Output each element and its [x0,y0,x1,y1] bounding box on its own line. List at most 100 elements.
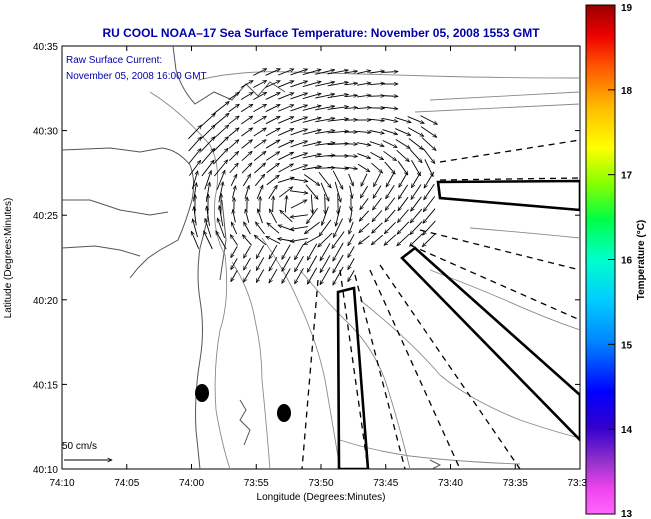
radar-beam-outlines [336,179,580,469]
scale-arrow-label: 50 cm/s [62,441,97,452]
current-vector [344,95,358,96]
current-vector [228,140,239,149]
current-vector [268,244,278,259]
current-vector [253,140,266,149]
current-vector [373,197,382,210]
current-vector [344,83,358,85]
current-vector [253,68,266,76]
current-vector [290,93,307,100]
current-vector [385,172,395,187]
current-vector [268,209,278,224]
current-vector [373,173,381,186]
y-axis-label: Latitude (Degrees:Minutes) [3,198,14,319]
current-vector [357,83,371,86]
current-vector [423,196,436,211]
x-tick-label: 73:45 [373,478,398,489]
current-vector [230,174,238,187]
current-vector [382,129,397,135]
y-tick-label: 40:35 [33,42,58,53]
current-vector [254,235,267,246]
current-vector [382,107,398,109]
current-vector [280,210,293,223]
x-axis-label: Longitude (Degrees:Minutes) [257,492,386,503]
current-vector [382,140,397,148]
current-vector [266,235,281,245]
current-vector [359,210,370,221]
current-vector [327,70,349,75]
current-vector [203,231,213,250]
current-vector [242,235,252,246]
current-vector [409,149,422,162]
current-vector [411,196,422,211]
current-vector [294,243,304,260]
current-vector [188,137,202,152]
current-vector [200,125,215,140]
current-vector [215,231,227,250]
current-vector [265,104,280,112]
current-vector [212,113,229,128]
current-vector [306,255,318,272]
x-tick-label: 73:30 [567,478,592,489]
current-vector [348,173,354,186]
current-vector [318,171,331,188]
y-tick-label: 40:10 [33,465,58,476]
current-vector [228,92,240,101]
current-vector [266,175,280,186]
current-vector [336,205,341,226]
x-tick-label: 73:50 [308,478,333,489]
current-vector [357,142,371,146]
current-vector [302,118,321,123]
current-vector [411,184,422,200]
radar-coverage-dashed-lines [301,139,580,469]
current-vector [344,120,358,121]
current-vector [228,104,240,113]
current-vector [278,128,294,136]
current-vector [265,127,280,137]
current-vector [230,246,238,257]
current-vector [265,80,281,88]
current-vector [423,220,436,235]
current-vector [371,234,384,245]
current-vector [360,198,369,209]
current-vector [322,206,329,226]
current-vector [278,140,293,148]
current-vector [244,185,249,199]
current-vector [347,246,355,257]
current-vector [369,119,385,121]
current-vector [318,232,333,247]
current-vector [204,171,212,190]
current-vector [369,96,385,97]
current-vector [302,154,322,159]
colorbar-tick-label: 17 [621,171,633,182]
x-tick-label: 74:00 [179,478,204,489]
current-vector [192,219,198,238]
current-vector [277,69,294,76]
current-vector [315,155,335,157]
current-vector [302,166,322,171]
current-vector [411,172,421,187]
current-vector [381,96,398,97]
current-vector [347,234,355,245]
current-vector [344,167,358,169]
colorbar-tick-label: 13 [621,509,633,519]
current-vector [381,72,398,73]
current-vector [190,231,200,249]
current-vector [408,138,423,150]
marker-ellipse-2 [277,404,291,422]
current-vector [304,221,320,233]
y-tick-label: 40:30 [33,127,58,138]
current-vector [410,233,423,247]
current-vector [371,162,382,173]
current-vector [253,103,266,113]
current-vector [268,185,277,200]
current-vector [290,153,308,160]
current-vector [243,269,251,282]
current-vector [241,140,253,149]
current-vector [424,159,434,176]
current-vector [255,269,265,282]
current-vector [360,185,369,198]
current-vector [386,185,395,198]
current-vector [255,222,265,235]
current-label: Raw Surface Current: [66,55,162,66]
current-vector [228,116,239,125]
